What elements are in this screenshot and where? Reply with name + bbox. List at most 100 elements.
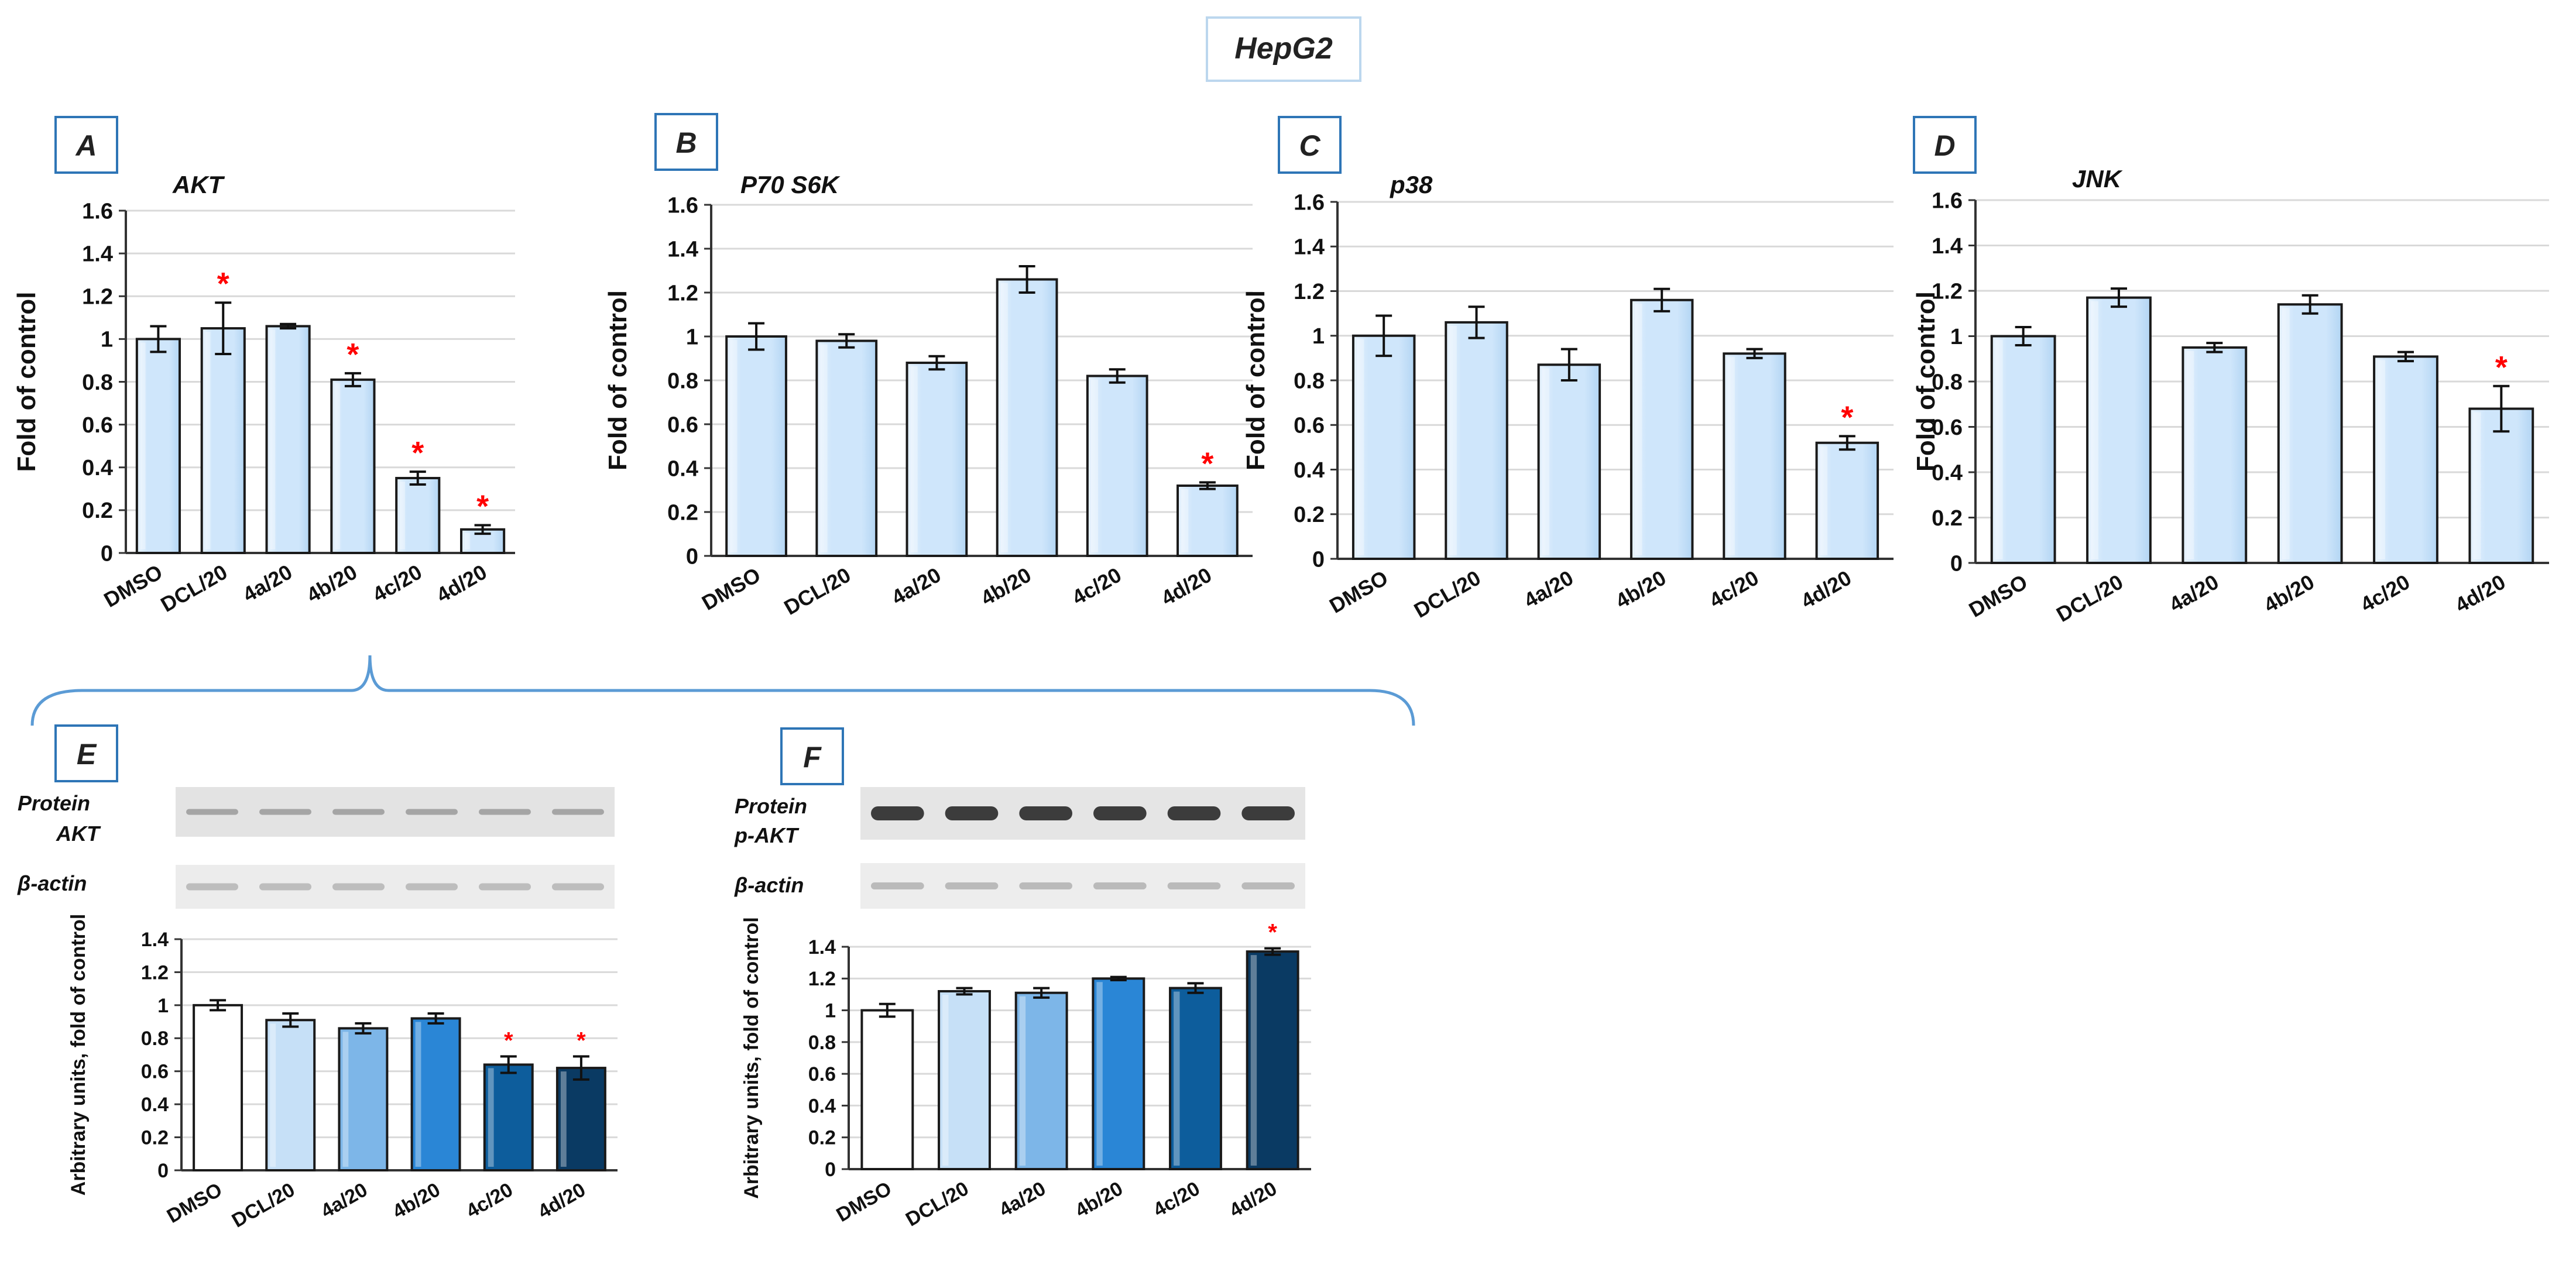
blot-band (1167, 882, 1221, 889)
bar-4b-20 (1092, 977, 1145, 1171)
blot-band (406, 883, 458, 891)
y-tick-label: 1.2 (141, 961, 169, 984)
bar-4b-20 (996, 278, 1058, 557)
x-tick-label: 4a/20 (1519, 565, 1577, 613)
bar-4d-20 (1246, 950, 1299, 1170)
y-tick-label: 1.6 (1932, 188, 1963, 213)
y-tick-label: 1.4 (82, 242, 113, 266)
y-tick-label: 0.8 (808, 1032, 836, 1054)
x-tick-label: DCL/20 (2052, 569, 2127, 627)
y-tick-label: 0 (1312, 547, 1325, 572)
bar-4a-20 (905, 362, 968, 557)
x-tick-label: DMSO (698, 562, 764, 615)
blot-label: β-actin (17, 871, 87, 895)
bar-highlight (2282, 308, 2290, 559)
bar-4b-20 (410, 1017, 461, 1172)
panel-letter-box-c (1278, 116, 1342, 174)
y-tick-label: 0.6 (667, 413, 698, 437)
blot-label: β-actin (734, 873, 804, 897)
bar-highlight (910, 366, 918, 552)
y-tick-label: 0.6 (808, 1063, 836, 1085)
bar-highlight (865, 1013, 872, 1166)
panel-letter-box-e (54, 724, 118, 782)
bar-highlight (1727, 357, 1735, 555)
bar-highlight (415, 1022, 421, 1167)
western-blots: Protein AKT β-actin Protein p-AKT β-actin (17, 787, 1305, 909)
y-tick-label: 0.2 (1932, 506, 1963, 531)
figure-title-box (1206, 16, 1361, 82)
x-tick-label: DMSO (163, 1178, 226, 1228)
blot-label: AKT (56, 822, 101, 846)
panel-letter-box-d (1913, 116, 1977, 174)
y-tick-label: 1.6 (82, 199, 113, 224)
bar-dmso (1990, 335, 2056, 564)
chart-title: P70 S6K (740, 171, 841, 198)
x-tick-label: 4b/20 (976, 562, 1035, 610)
bar-dmso (193, 1004, 243, 1172)
x-tick-label: 4a/20 (317, 1178, 372, 1222)
chart-panel-d: JNK 0 0.2 0.4 0.6 0.8 1 1.2 1.4 1.6 Fold of contro… (1912, 165, 2549, 627)
y-tick-label: 1 (157, 995, 169, 1017)
blot-band (1019, 806, 1072, 820)
panel-letter-box-a (54, 116, 118, 174)
panel-letter-box-b (654, 113, 718, 171)
x-tick-label: 4b/20 (2259, 569, 2318, 617)
bar-highlight (140, 342, 146, 549)
y-tick-label: 0.6 (82, 413, 113, 438)
blot-label: Protein (735, 794, 807, 818)
x-tick-label: 4a/20 (887, 562, 945, 610)
chart-panel-f: 0 0.2 0.4 0.6 0.8 1 1.2 1.4 Arbitrary units, fol… (740, 917, 1311, 1231)
bar-highlight (1356, 339, 1364, 555)
x-tick-label: 4d/20 (1797, 565, 1855, 613)
x-tick-label: DMSO (1325, 565, 1392, 618)
bar-highlight (1250, 955, 1257, 1166)
significance-star: * (1841, 400, 1853, 435)
bar-dmso (1352, 334, 1416, 560)
x-tick-label: 4c/20 (2356, 569, 2414, 617)
blot-band (1241, 882, 1295, 889)
bar-highlight (205, 332, 211, 549)
chart-title: AKT (172, 171, 225, 198)
bar-4d-20 (1815, 441, 1879, 560)
y-tick-label: 1 (825, 999, 836, 1022)
y-tick-label: 1.4 (1294, 235, 1325, 260)
y-tick-label: 1.2 (808, 968, 836, 990)
y-tick-label: 1 (1312, 324, 1325, 349)
x-tick-label: 4d/20 (1226, 1177, 1281, 1222)
x-tick-label: 4c/20 (462, 1178, 517, 1222)
y-tick-label: 1 (1950, 325, 1963, 349)
bar-highlight (1090, 379, 1099, 552)
bar-4d-20 (2468, 407, 2534, 564)
x-tick-label: 4b/20 (1072, 1177, 1127, 1222)
blot-band (479, 883, 531, 891)
y-tick-label: 1.2 (667, 281, 698, 305)
blot-band (1167, 806, 1221, 820)
x-tick-label: DMSO (100, 559, 166, 612)
bar-4c-20 (1086, 374, 1148, 557)
bar-highlight (560, 1071, 567, 1167)
x-tick-label: DMSO (832, 1177, 895, 1226)
blot-band (1093, 882, 1147, 889)
y-tick-label: 0.6 (1294, 414, 1325, 438)
bar-highlight (1634, 303, 1642, 555)
bar-highlight (400, 482, 405, 549)
y-tick-label: 0.4 (1294, 458, 1325, 483)
bar-highlight (197, 1008, 203, 1167)
bar-4a-20 (2181, 346, 2248, 564)
y-tick-label: 0.4 (667, 456, 698, 481)
y-tick-label: 1.4 (141, 929, 169, 951)
bar-highlight (488, 1068, 494, 1167)
y-tick-label: 0.8 (141, 1028, 169, 1050)
y-axis-label: Fold of control (1912, 291, 1940, 472)
blot-band (945, 806, 999, 820)
x-tick-label: DCL/20 (156, 559, 231, 617)
y-tick-label: 1.6 (1294, 190, 1325, 215)
panel-letter-e: E (77, 738, 97, 771)
x-tick-label: 4a/20 (995, 1177, 1049, 1221)
y-tick-label: 1.6 (667, 193, 698, 218)
y-tick-label: 1 (686, 325, 698, 349)
y-tick-label: 0.2 (808, 1127, 836, 1149)
panel-letter-d: D (1934, 129, 1955, 162)
bar-4a-20 (338, 1027, 389, 1172)
y-tick-label: 0.6 (141, 1061, 169, 1083)
